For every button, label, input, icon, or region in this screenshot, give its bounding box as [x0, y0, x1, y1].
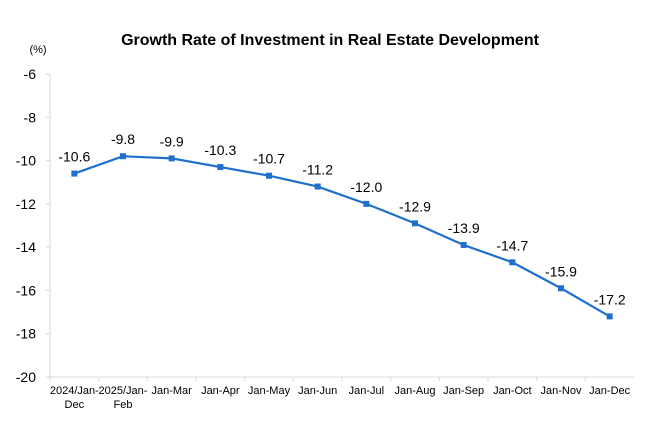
data-point — [217, 164, 224, 171]
data-point — [606, 313, 613, 320]
data-point — [266, 172, 272, 179]
y-unit-label: (%) — [29, 44, 46, 56]
x-tick-label: Jan-Mar — [151, 385, 192, 397]
x-tick-label: Dec — [65, 399, 85, 411]
data-label: -9.9 — [160, 133, 184, 149]
x-tick-label: 2025/Jan- — [99, 385, 148, 397]
y-tick-label: -18 — [16, 326, 36, 342]
x-tick-label: Jan-Jul — [349, 385, 384, 397]
x-tick-label: Jan-Nov — [541, 385, 582, 397]
data-point — [412, 220, 418, 227]
data-label: -9.8 — [111, 131, 135, 147]
data-point — [460, 241, 467, 248]
x-tick-label: Jan-Oct — [493, 385, 532, 397]
y-tick-label: -10 — [16, 153, 36, 169]
x-tick-label: 2024/Jan- — [50, 385, 99, 397]
y-tick-label: -8 — [24, 109, 37, 125]
data-point — [558, 285, 564, 292]
data-point — [71, 170, 78, 177]
data-point — [120, 153, 126, 160]
data-label: -15.9 — [545, 263, 577, 279]
data-label: -13.9 — [448, 220, 480, 236]
y-tick-label: -14 — [16, 239, 36, 255]
y-tick-label: -6 — [24, 66, 37, 82]
y-tick-label: -20 — [16, 369, 36, 385]
data-label: -10.7 — [253, 151, 285, 167]
data-label: -11.2 — [302, 162, 333, 178]
data-point — [363, 200, 370, 207]
series-line — [73, 155, 611, 318]
data-point — [509, 259, 516, 266]
data-label: -12.9 — [399, 198, 431, 214]
x-tick-label: Jan-Aug — [395, 385, 436, 397]
data-label: -12.0 — [350, 179, 382, 195]
data-label: -10.3 — [204, 142, 236, 158]
x-tick-label: Jan-May — [248, 385, 291, 397]
x-tick-label: Jan-Dec — [589, 385, 630, 397]
y-tick-label: -16 — [16, 282, 36, 298]
data-label: -17.2 — [594, 291, 626, 307]
x-tick-label: Feb — [114, 399, 133, 411]
data-point — [314, 183, 321, 190]
data-point — [168, 155, 175, 162]
chart-title: Growth Rate of Investment in Real Estate… — [121, 32, 540, 49]
data-label: -10.6 — [58, 149, 90, 165]
x-tick-label: Jan-Jun — [298, 385, 337, 397]
data-label: -14.7 — [496, 237, 528, 253]
x-tick-label: Jan-Sep — [443, 385, 484, 397]
x-tick-label: Jan-Apr — [201, 385, 240, 397]
y-tick-label: -12 — [16, 196, 36, 212]
